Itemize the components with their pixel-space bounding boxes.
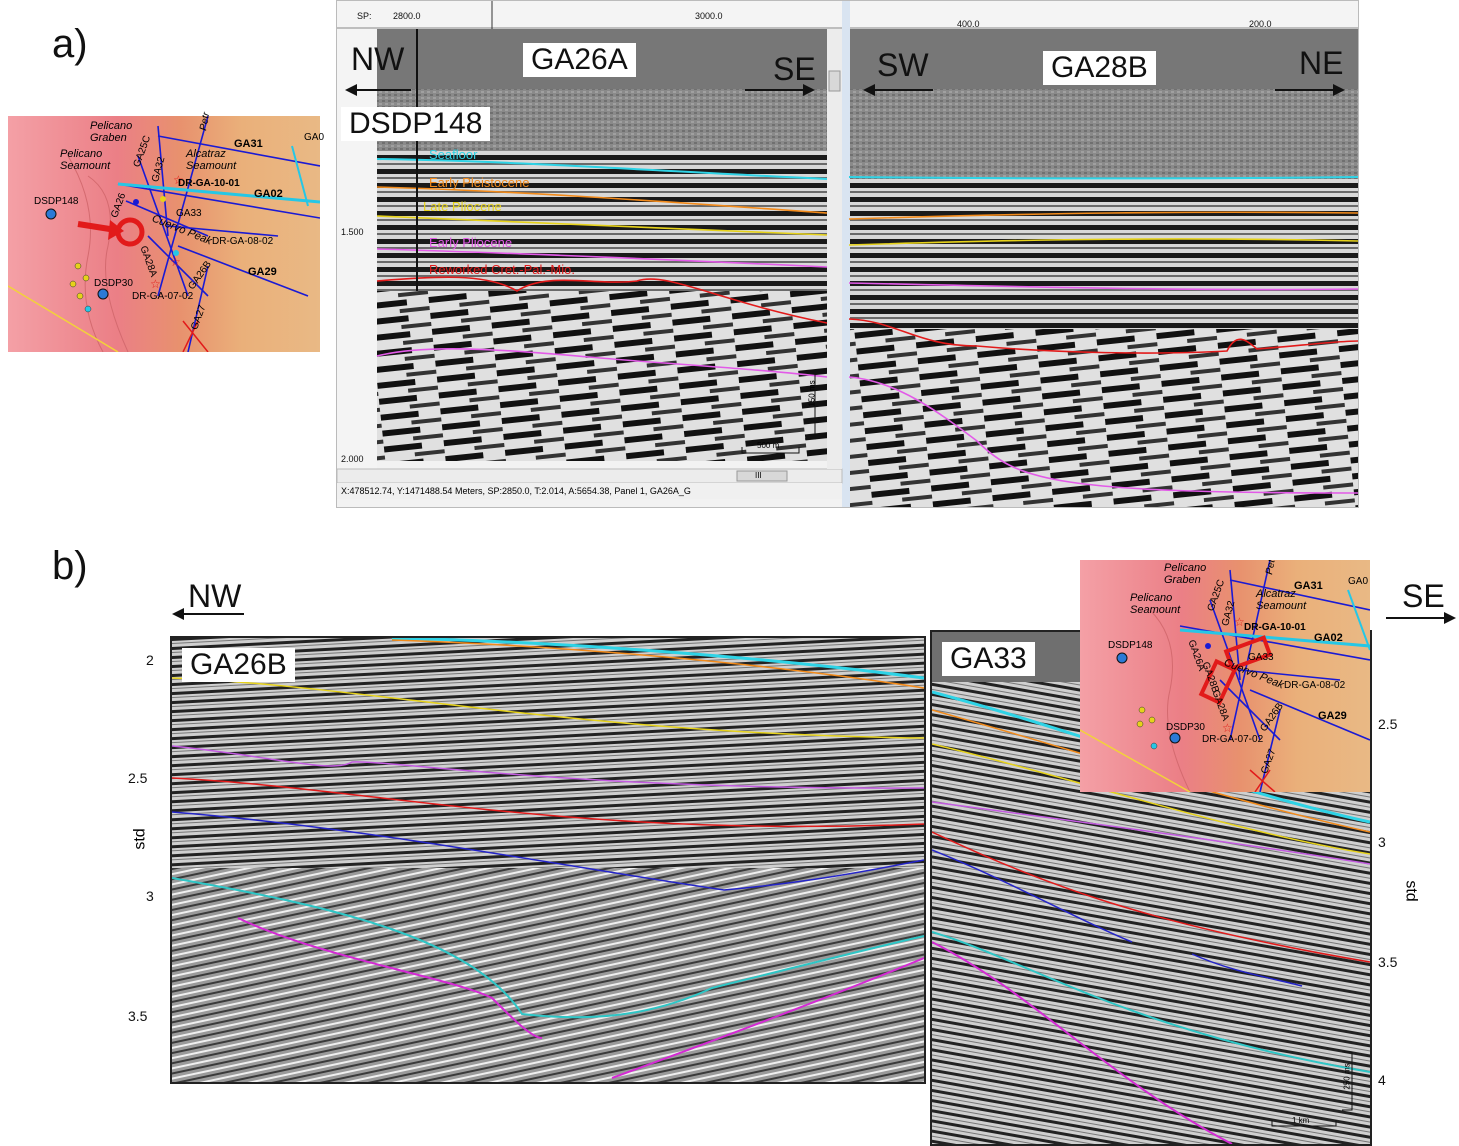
map-a-ga29: GA29 [248, 266, 277, 278]
tick-left-2: 2 [146, 652, 154, 668]
map-a-dsdp148: DSDP148 [34, 196, 79, 207]
seismic-section-ga26b: GA26B [170, 636, 926, 1084]
map-b-pelicano-seamount: Pelicano Seamount [1130, 592, 1181, 616]
map-b-dr-ga-07-02: DR-GA-07-02 [1202, 734, 1264, 745]
seismic-a-svg [337, 1, 1358, 507]
horizon-late-pliocene: Late Pliocene [423, 199, 502, 214]
tick-left-2-5: 2.5 [128, 770, 148, 786]
tick-right-4: 4 [1378, 1072, 1386, 1088]
location-map-a: ☆ ☆ ☆ Pelicano Graben Pelicano Seamount … [7, 112, 324, 353]
dsdp30-marker-a [97, 288, 109, 300]
line-ga33: GA33 [942, 642, 1035, 676]
panel-a-label: a) [52, 22, 88, 66]
dsdp30-marker-b [1169, 732, 1181, 744]
dir-se-b: SE [1402, 578, 1445, 614]
map-b-dr-ga-08-02: DR-GA-08-02 [1284, 680, 1346, 691]
star-icon-b2: ☆ [1222, 721, 1233, 735]
map-a-ga33: GA33 [176, 208, 202, 219]
map-a-svg: ☆ ☆ ☆ [7, 115, 321, 353]
map-a-ga31: GA31 [234, 138, 263, 150]
dsdp148-marker-b [1116, 652, 1128, 664]
tick-right-3: 3 [1378, 834, 1386, 850]
map-b-dsdp30: DSDP30 [1166, 722, 1205, 733]
time-tick-1500: 1.500 [341, 227, 364, 237]
seismic-window-a: SP: 2800.0 3000.0 400.0 200.0 1.500 2.00… [336, 0, 1359, 508]
horizon-reworked: Reworked Cret.-Pal.-Mio. [429, 262, 575, 277]
location-box-ga26b [1198, 658, 1238, 706]
location-arrow-icon [108, 220, 124, 240]
tick-right-2-5: 2.5 [1378, 716, 1398, 732]
map-b-ga29: GA29 [1318, 710, 1347, 722]
sp-label: SP: [357, 11, 372, 21]
dir-ne-a: NE [1299, 45, 1344, 81]
dir-sw-a: SW [877, 47, 929, 83]
map-a-pelicano-seamount: Pelicano Seamount [60, 148, 111, 172]
horizon-early-pleistocene: Early Pleistocene [429, 175, 530, 190]
tick-right-3-5: 3.5 [1378, 954, 1398, 970]
star-icon-a1: ☆ [173, 173, 184, 187]
location-box-ga33 [1223, 635, 1273, 671]
axis-label-std-right: std [1402, 880, 1420, 902]
map-a-dr-ga-07-02: DR-GA-07-02 [132, 291, 194, 302]
map-b-pelicano-graben: Pelicano Graben [1164, 562, 1207, 586]
seismic-b1-svg [172, 638, 924, 1082]
location-map-b: ☆ ☆ Pelicano Graben Pelicano Seamount Al… [1080, 560, 1370, 792]
map-a-pelicano-graben: Pelicano Graben [90, 120, 133, 144]
arrow-right-icon-b [1386, 612, 1456, 624]
map-a-ga0: GA0 [304, 132, 325, 143]
scrollbar-thumb[interactable]: III [755, 471, 762, 480]
map-b-ga31: GA31 [1294, 580, 1323, 592]
axis-label-std-left: std [131, 828, 149, 850]
panel-b-label: b) [52, 544, 88, 588]
scale-time-a: 150 ms [807, 380, 817, 407]
map-a-dsdp30: DSDP30 [94, 278, 133, 289]
tick-left-3-5: 3.5 [128, 1008, 148, 1024]
status-bar: X:478512.74, Y:1471488.54 Meters, SP:285… [341, 486, 691, 496]
map-b-ga02: GA02 [1314, 632, 1343, 644]
line-ga26b: GA26B [182, 648, 295, 682]
dir-nw-b: NW [188, 578, 242, 614]
sp-tick-2800: 2800.0 [393, 11, 421, 21]
map-a-alcatraz-seamount: Alcatraz Seamount [186, 148, 237, 172]
map-b-alcatraz-seamount: Alcatraz Seamount [1256, 588, 1307, 612]
tick-left-3: 3 [146, 888, 154, 904]
star-icon-a2: ☆ [170, 255, 181, 269]
map-b-ga0: GA0 [1348, 576, 1369, 587]
dir-nw-a: NW [351, 41, 405, 77]
scale-time-b: 250 ms [1342, 1063, 1352, 1090]
map-a-dr-ga-08-02: DR-GA-08-02 [212, 236, 274, 247]
time-tick-2000: 2.000 [341, 454, 364, 464]
line-ga28b: GA28B [1043, 51, 1156, 85]
horizon-seafloor: Seafloor [429, 147, 478, 162]
sp-tick-400: 400.0 [957, 19, 980, 29]
scale-dist-a: 500 m [757, 441, 780, 450]
map-b-dr-ga-10-01: DR-GA-10-01 [1244, 622, 1306, 633]
sp-tick-3000: 3000.0 [695, 11, 723, 21]
star-icon-a3: ☆ [150, 277, 161, 291]
map-b-svg: ☆ ☆ [1080, 560, 1370, 792]
arrow-left-icon-b [172, 608, 244, 620]
scale-dist-b: 1 km [1292, 1116, 1310, 1125]
sp-tick-200: 200.0 [1249, 19, 1272, 29]
map-b-ga33: GA33 [1248, 652, 1274, 663]
line-ga26a: GA26A [523, 43, 636, 77]
well-dsdp148: DSDP148 [341, 107, 491, 141]
dsdp148-marker-a [45, 208, 57, 220]
horizon-early-pliocene: Early Pliocene [429, 235, 513, 250]
map-b-dsdp148: DSDP148 [1108, 640, 1153, 651]
star-icon-b1: ☆ [1234, 615, 1245, 629]
map-a-ga02: GA02 [254, 188, 283, 200]
map-a-dr-ga-10-01: DR-GA-10-01 [178, 178, 240, 189]
dir-se-a: SE [773, 51, 816, 87]
